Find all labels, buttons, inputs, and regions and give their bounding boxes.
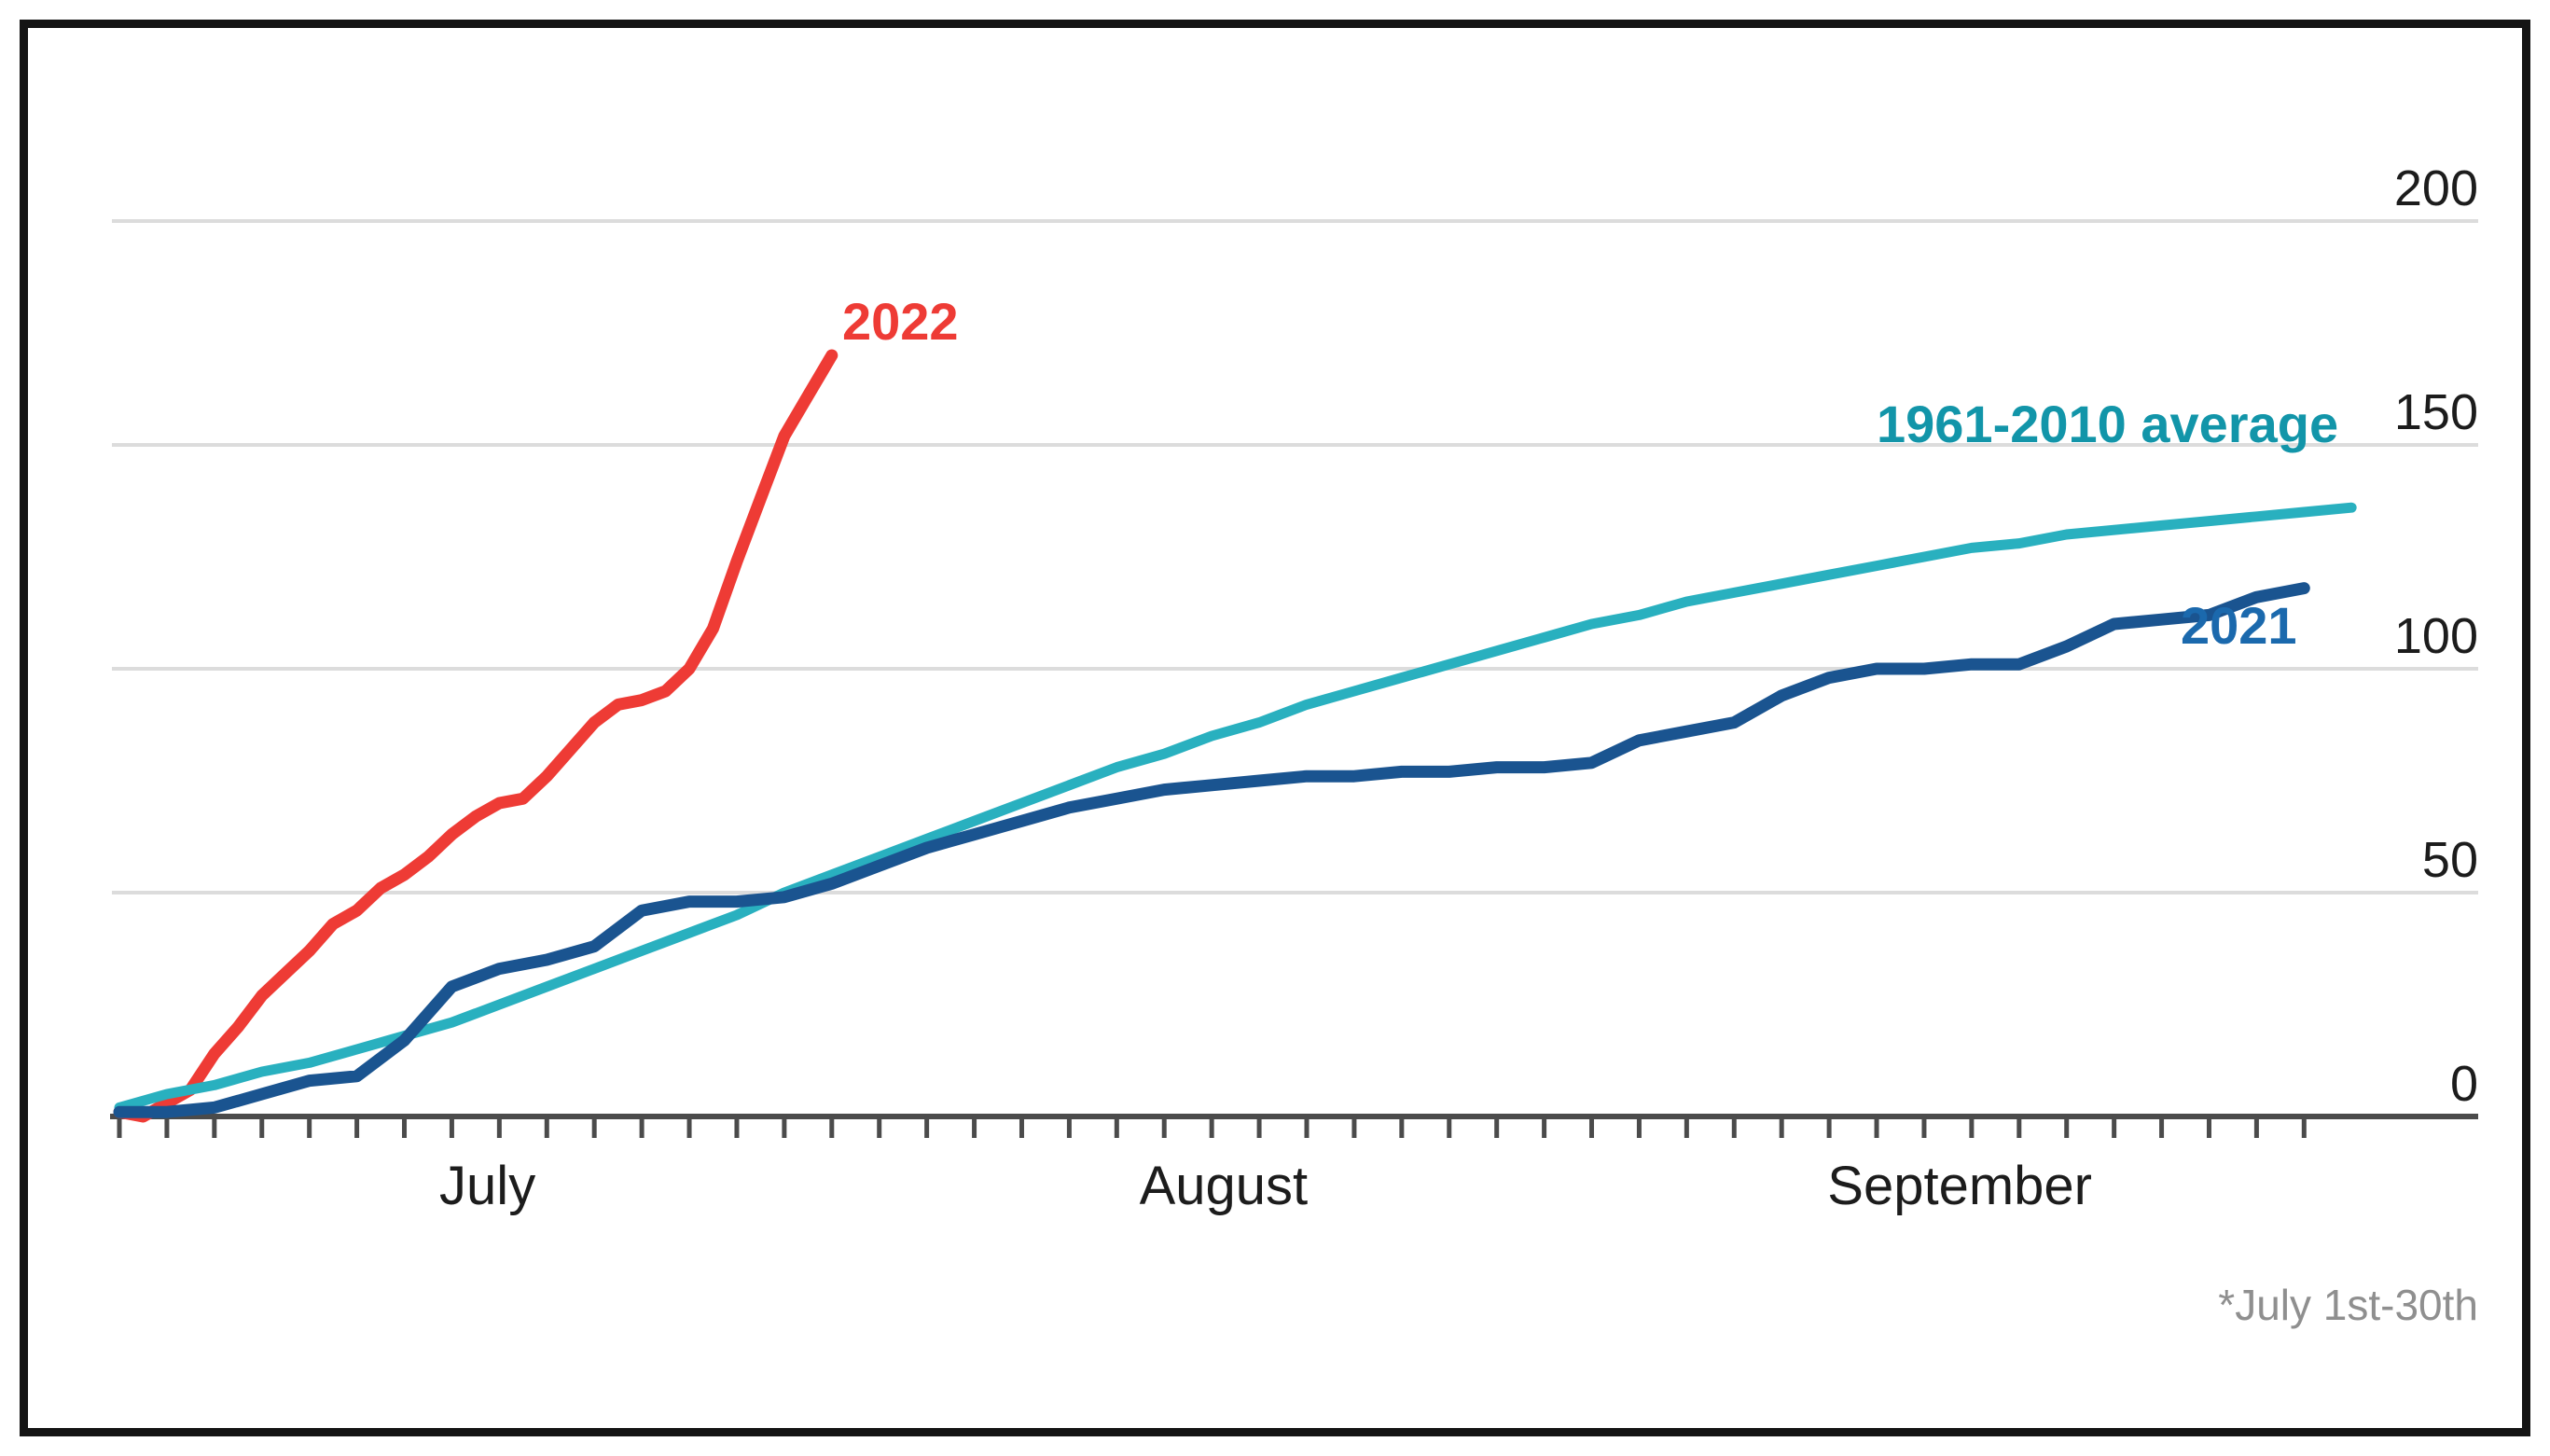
series-label-2021: 2021: [2181, 596, 2297, 655]
month-label-august: August: [1139, 1156, 1309, 1216]
y-axis-label-0: 0: [2449, 1056, 2478, 1112]
y-axis-label-150: 150: [2393, 384, 2478, 440]
series-line-2021: [113, 582, 2310, 1118]
series-line-1961-2010-average: [114, 502, 2357, 1113]
series-label-2022: 2022: [842, 292, 959, 351]
chart-frame-border: [20, 20, 2530, 1436]
series-label-1961-2010-average: 1961-2010 average: [1877, 395, 2339, 453]
month-label-july: July: [439, 1156, 536, 1216]
month-label-september: September: [1827, 1156, 2092, 1216]
footnote: *July 1st-30th: [2218, 1281, 2478, 1329]
y-axis-label-200: 200: [2393, 160, 2478, 216]
y-axis-label-100: 100: [2393, 608, 2478, 664]
y-axis-label-50: 50: [2421, 832, 2478, 888]
series-line-2022: [113, 349, 838, 1123]
